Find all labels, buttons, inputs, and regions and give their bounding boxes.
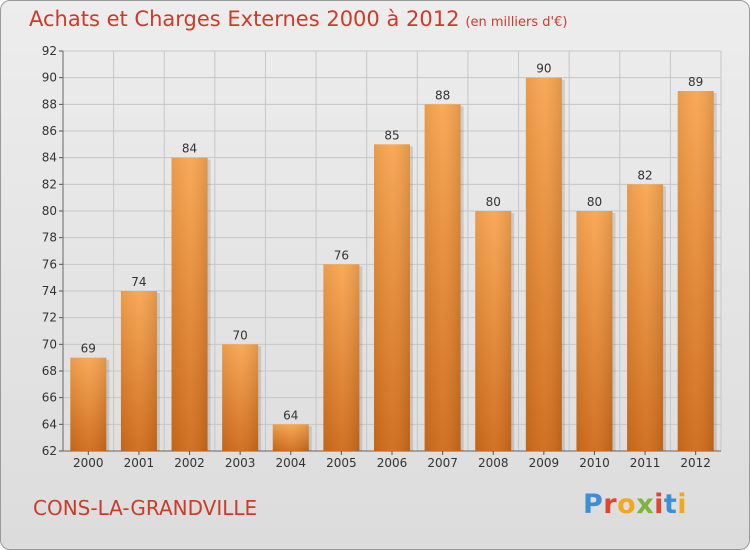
y-tick-label: 86	[42, 124, 57, 138]
x-tick-label: 2008	[478, 456, 509, 470]
y-tick-label: 78	[42, 231, 57, 245]
chart-title: Achats et Charges Externes 2000 à 2012 (e…	[29, 7, 567, 31]
bar-value-label: 64	[283, 408, 298, 422]
y-tick-label: 68	[42, 364, 57, 378]
bar-highlight	[120, 291, 157, 451]
x-tick-label: 2010	[579, 456, 610, 470]
bar-value-label: 85	[384, 128, 399, 142]
bar-value-label: 74	[131, 275, 146, 289]
chart-title-text: Achats et Charges Externes 2000 à 2012	[29, 7, 460, 31]
bar-highlight	[272, 424, 309, 451]
bar-highlight	[424, 104, 461, 451]
y-tick-label: 70	[42, 337, 57, 351]
bar-highlight	[525, 77, 562, 452]
y-tick-label: 62	[42, 444, 57, 458]
y-tick-label: 76	[42, 257, 57, 271]
bar-highlight	[374, 144, 410, 452]
y-tick-label: 90	[42, 71, 57, 85]
bar-value-label: 88	[435, 88, 450, 102]
bar-value-label: 80	[587, 195, 602, 209]
bar-layer: 69 74 84 70 64 76 85 88 80 90 80 82 89	[70, 62, 717, 452]
bar-highlight	[171, 157, 208, 451]
x-tick-label: 2003	[225, 456, 256, 470]
y-tick-label: 64	[42, 417, 57, 431]
x-tick-label: 2012	[680, 456, 711, 470]
commune-name: CONS-LA-GRANDVILLE	[33, 496, 258, 520]
axis-layer: 62 64 66 68 70 72 74 76 78 80 82 84 86 88 90 92 2000 2001…	[42, 44, 721, 470]
x-tick-label: 2011	[630, 456, 661, 470]
x-tick-label: 2002	[174, 456, 205, 470]
chart-subtitle: (en milliers d'€)	[465, 15, 568, 30]
bar-highlight	[222, 344, 259, 451]
y-tick-label: 92	[42, 44, 57, 58]
y-tick-label: 80	[42, 204, 57, 218]
x-tick-label: 2006	[377, 456, 408, 470]
y-tick-label: 74	[42, 284, 57, 298]
bar-highlight	[677, 91, 714, 451]
y-tick-label: 82	[42, 177, 57, 191]
bar-highlight	[576, 211, 613, 451]
x-tick-label: 2001	[124, 456, 155, 470]
x-tick-label: 2007	[427, 456, 458, 470]
bar-highlight	[323, 264, 360, 451]
bar-value-label: 84	[182, 142, 197, 156]
bar-value-label: 70	[233, 328, 248, 342]
bar-value-label: 82	[637, 168, 652, 182]
bar-value-label: 89	[688, 75, 703, 89]
y-tick-label: 84	[42, 151, 57, 165]
x-tick-label: 2009	[529, 456, 560, 470]
bar-value-label: 69	[81, 342, 96, 356]
bar-highlight	[627, 184, 664, 452]
bar-highlight	[70, 357, 107, 451]
x-tick-label: 2005	[326, 456, 357, 470]
proxiti-logo: Proxiti	[583, 489, 688, 520]
x-tick-label: 2000	[73, 456, 104, 470]
x-tick-label: 2004	[275, 456, 306, 470]
y-tick-label: 88	[42, 97, 57, 111]
bar-highlight	[475, 211, 512, 451]
y-tick-label: 72	[42, 311, 57, 325]
bar-value-label: 76	[334, 248, 349, 262]
bar-value-label: 80	[486, 195, 501, 209]
y-tick-label: 66	[42, 391, 57, 405]
bar-value-label: 90	[536, 62, 551, 76]
